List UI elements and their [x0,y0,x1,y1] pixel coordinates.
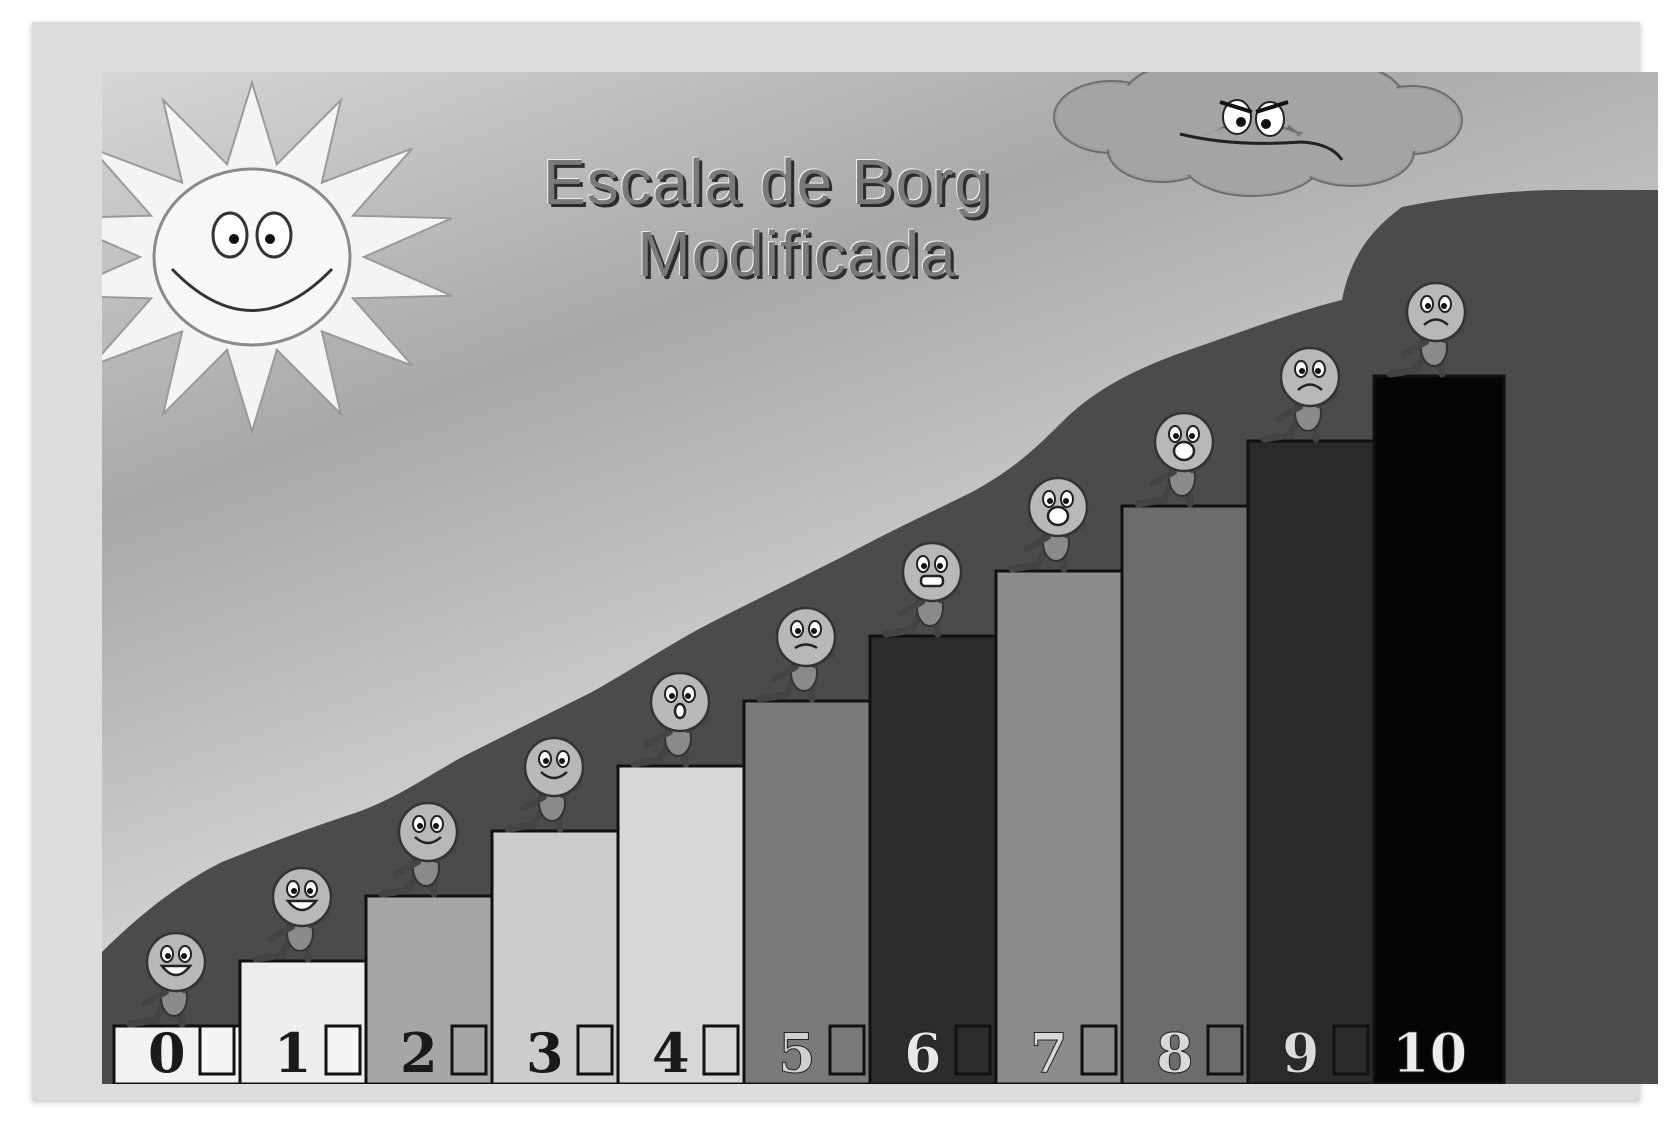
step-6 [868,634,998,1084]
title-line-2: Modificada [637,218,957,290]
climber-10 [1386,281,1467,378]
empty-checkbox-icon [954,1024,992,1076]
level-label-2: 2 [400,1021,438,1084]
level-label-8: 8 [1156,1021,1194,1084]
smiling-sun-icon [102,79,453,435]
level-label-3: 3 [526,1021,564,1084]
empty-checkbox-icon [1332,1024,1370,1076]
title-line-1: Escala de Borg [542,146,992,218]
scale-steps [112,374,1506,1084]
empty-checkbox-icon [576,1024,614,1076]
poster-art: 0 1 2 3 4 5 6 7 8 9 10 [102,72,1658,1084]
level-label-10: 10 [1392,1021,1467,1084]
level-label-6: 6 [904,1021,942,1084]
step-8 [1120,504,1250,1084]
climber-1 [252,866,333,963]
climber-6 [882,541,963,638]
level-label-9: 9 [1282,1021,1320,1084]
step-5 [742,699,872,1084]
climbers [126,281,1467,1028]
climber-4 [630,671,711,768]
step-10 [1372,374,1506,1084]
level-label-4: 4 [652,1021,690,1084]
climber-7 [1008,476,1089,573]
poster-frame: 0 1 2 3 4 5 6 7 8 9 10 Escala de Borg Modificada [32,22,1658,1100]
level-label-1: 1 [274,1021,312,1084]
empty-checkbox-icon [198,1024,236,1076]
empty-checkbox-icon [1206,1024,1244,1076]
step-7 [994,569,1124,1084]
climber-8 [1134,411,1215,508]
climber-9 [1260,346,1341,443]
level-label-5: 5 [778,1021,816,1084]
poster-title: Escala de Borg Modificada [487,146,1047,290]
level-label-0: 0 [148,1021,186,1084]
scale-labels: 0 1 2 3 4 5 6 7 8 9 10 [148,1021,1468,1085]
step-9 [1246,439,1376,1084]
empty-checkbox-icon [324,1024,362,1076]
level-label-7: 7 [1030,1021,1068,1084]
empty-checkbox-icon [450,1024,488,1076]
empty-checkbox-icon [1080,1024,1118,1076]
climber-0 [126,931,207,1028]
climber-3 [504,736,585,833]
angry-cloud-icon [1053,72,1463,197]
borg-scale-poster: 0 1 2 3 4 5 6 7 8 9 10 Escala de Borg Modificada [102,72,1658,1084]
empty-checkbox-icon [828,1024,866,1076]
empty-checkbox-icon [702,1024,740,1076]
climber-2 [378,801,459,898]
climber-5 [756,606,837,703]
